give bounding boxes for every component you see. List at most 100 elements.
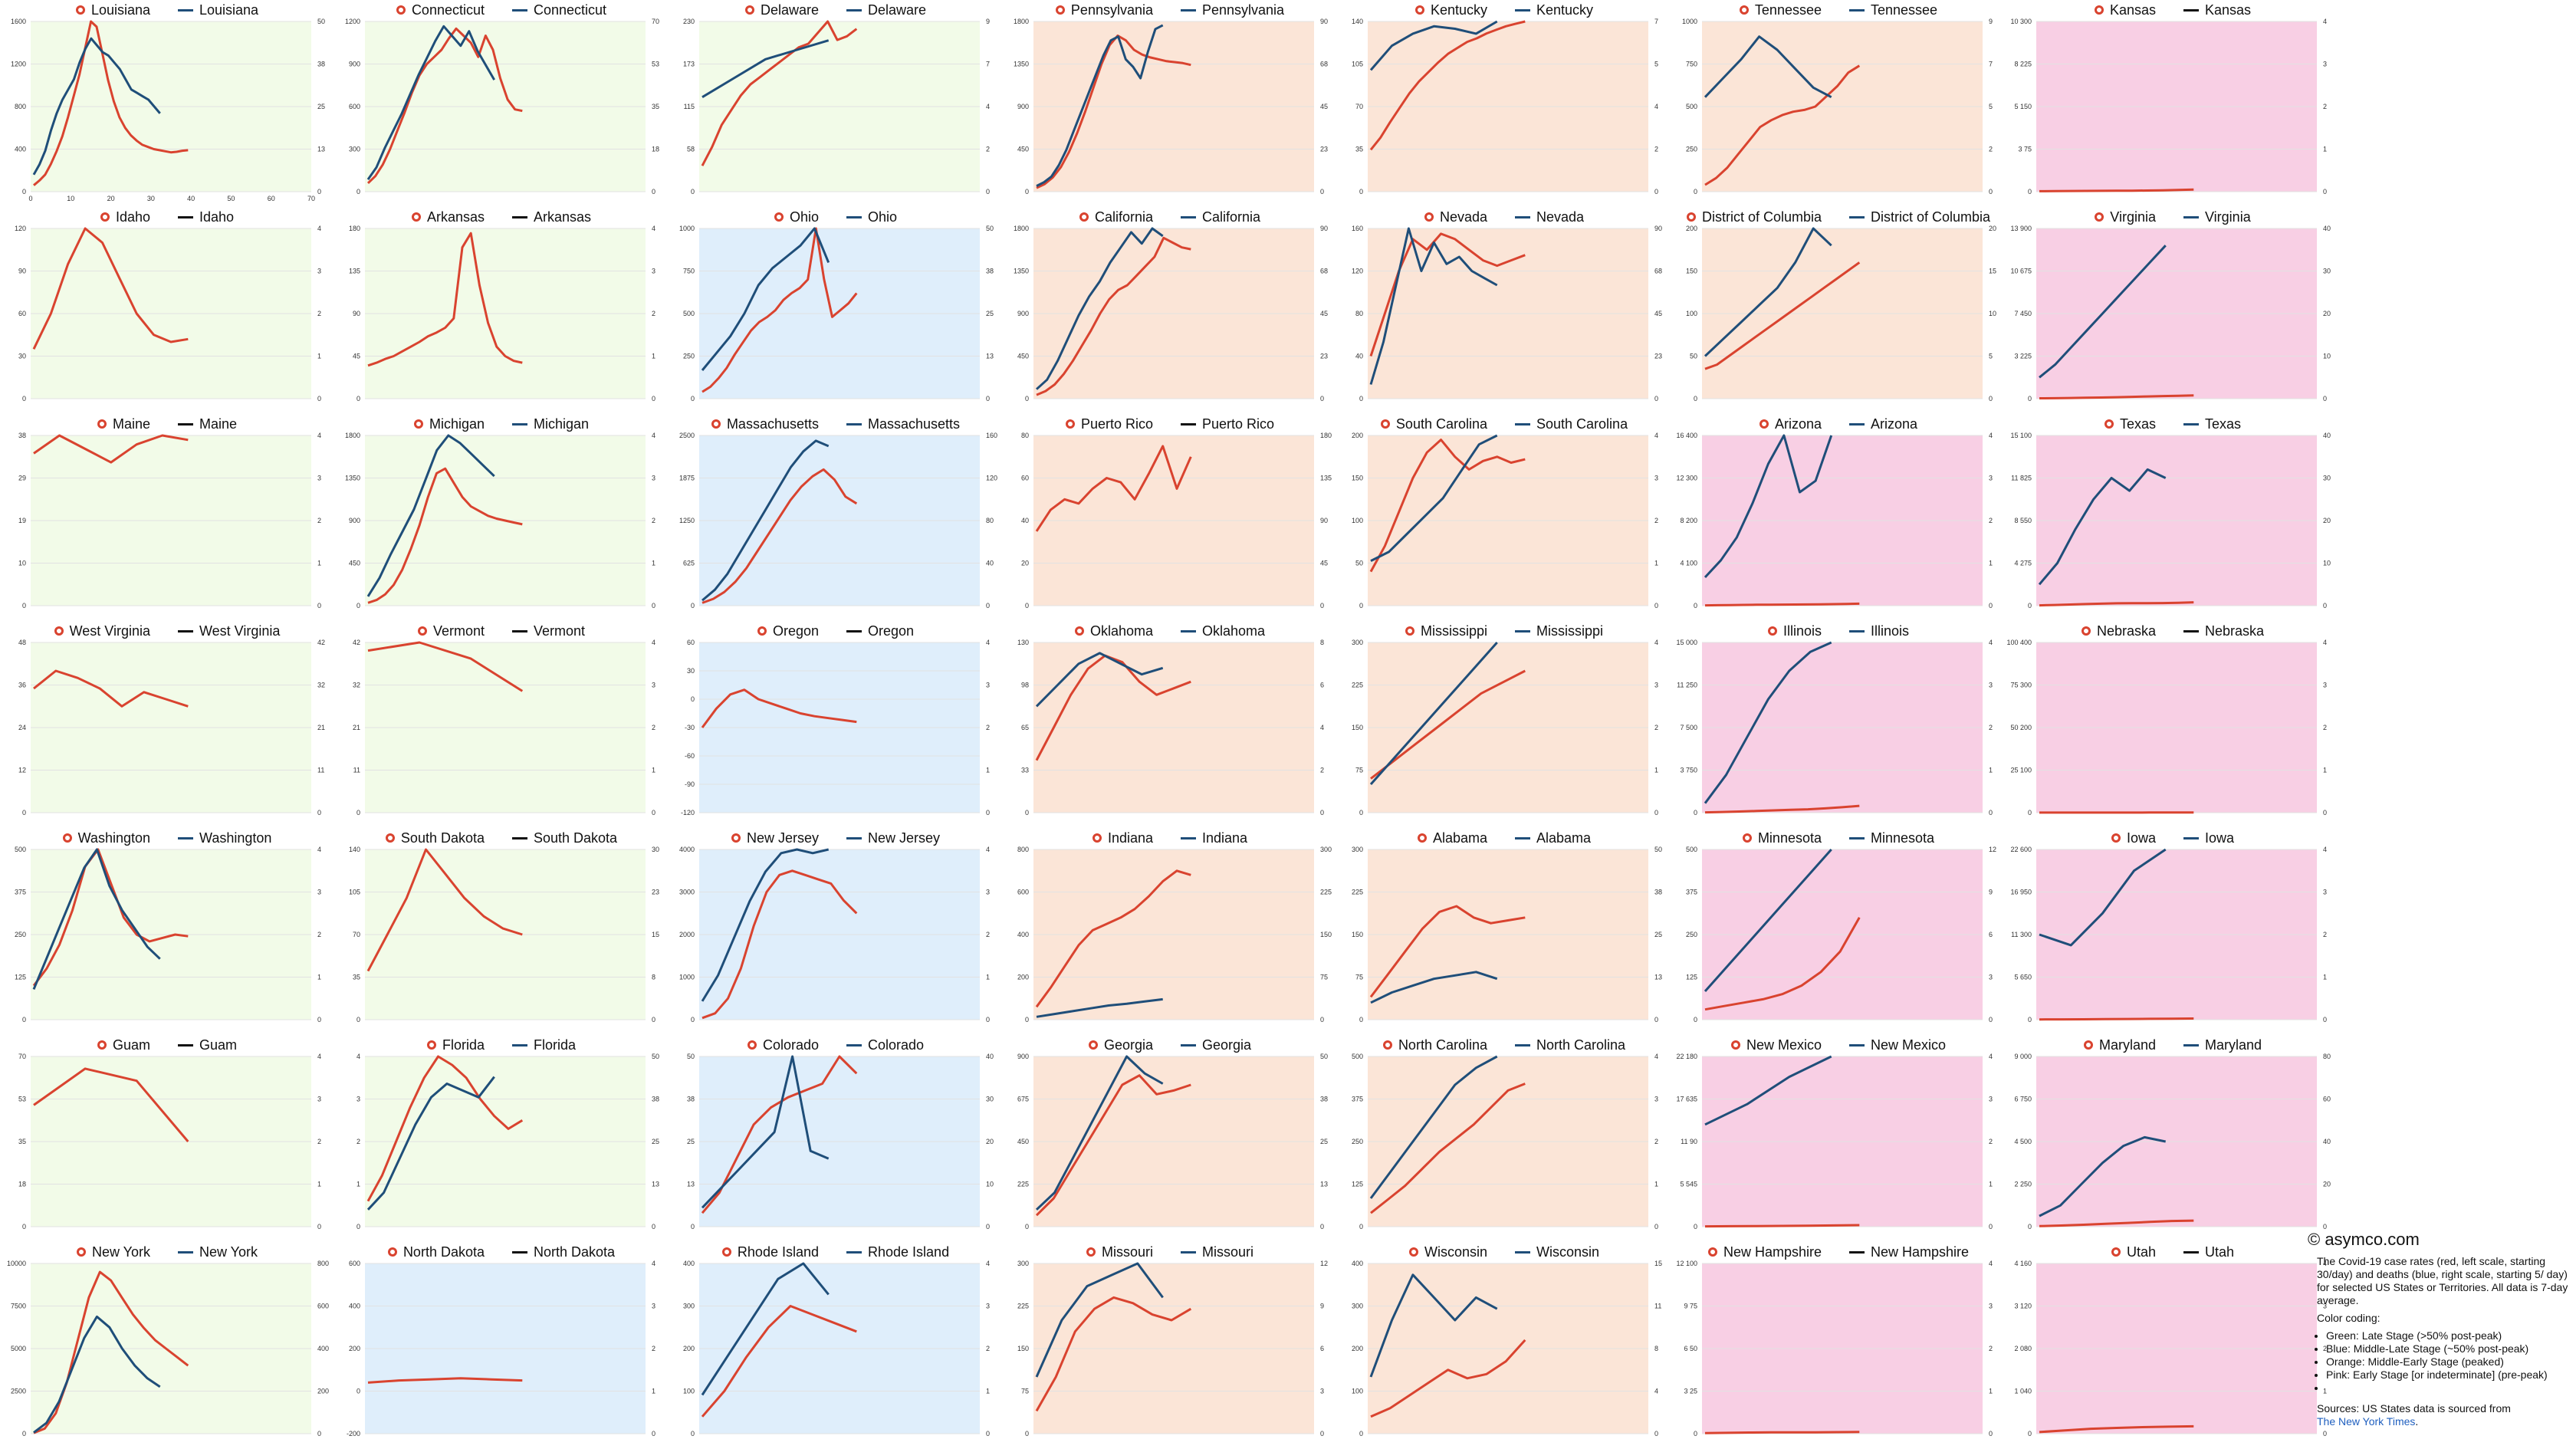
right-tick-label: 38	[1320, 1096, 1328, 1103]
left-tick-label: 3 120	[2014, 1303, 2032, 1310]
right-tick-label: 800	[317, 1260, 329, 1267]
right-tick-label: 9	[1320, 1303, 1324, 1310]
left-tick-label: 60	[18, 310, 26, 317]
left-tick-label: 900	[1017, 1053, 1029, 1060]
left-tick-label: 800	[15, 103, 26, 110]
left-tick-label: 24	[18, 724, 26, 731]
right-tick-label: 68	[1654, 268, 1662, 275]
right-tick-label: 53	[652, 61, 659, 68]
left-tick-label: 17 635	[1676, 1096, 1697, 1103]
left-tick-label: 50	[1690, 353, 1697, 360]
right-tick-label: 160	[986, 432, 997, 439]
left-tick-label: 140	[1352, 18, 1363, 25]
right-tick-label: 1	[1654, 767, 1658, 774]
right-tick-label: 0	[1320, 809, 1324, 816]
left-tick-label: 0	[1359, 1430, 1363, 1438]
right-tick-label: 3	[317, 1096, 321, 1103]
right-tick-label: 2	[2323, 103, 2327, 110]
left-tick-label: 0	[356, 188, 360, 196]
right-tick-label: 225	[1320, 889, 1332, 896]
right-tick-label: 45	[1320, 560, 1328, 567]
right-tick-label: 0	[652, 1016, 656, 1024]
left-tick-label: 2500	[11, 1388, 26, 1395]
cases-line	[1705, 1432, 1859, 1434]
right-tick-label: 45	[1320, 310, 1328, 317]
right-tick-label: 0	[317, 395, 321, 402]
right-tick-label: 0	[2323, 1016, 2327, 1024]
left-tick-label: 0	[1025, 1016, 1029, 1024]
left-tick-label: 5 150	[2014, 103, 2032, 110]
left-tick-label: 30	[687, 667, 695, 675]
left-tick-label: 6 50	[1684, 1345, 1697, 1352]
right-tick-label: 4	[986, 846, 990, 853]
right-tick-label: 3	[317, 889, 321, 896]
left-tick-label: 16 950	[2010, 889, 2032, 896]
right-tick-label: 4	[1989, 1053, 1993, 1060]
left-tick-label: 0	[1359, 1223, 1363, 1230]
right-tick-label: 0	[1989, 1430, 1993, 1438]
right-tick-label: 2	[1989, 517, 1993, 524]
left-tick-label: 500	[15, 846, 26, 853]
left-tick-label: 0	[356, 1223, 360, 1230]
left-tick-label: 0	[356, 809, 360, 816]
left-tick-label: 38	[687, 1096, 695, 1103]
left-tick-label: 11 250	[1677, 682, 1697, 689]
right-tick-label: 12	[1989, 846, 1996, 853]
right-tick-label: 0	[1320, 188, 1324, 196]
left-tick-label: 29	[18, 475, 26, 482]
right-tick-label: 1	[317, 974, 321, 981]
left-tick-label: 8 225	[2014, 61, 2032, 68]
left-tick-label: 0	[1694, 1016, 1697, 1024]
right-tick-label: 3	[1989, 475, 1993, 482]
left-tick-label: 40	[1355, 353, 1363, 360]
left-tick-label: 6 750	[2014, 1096, 2032, 1103]
left-tick-label: 11 300	[2011, 931, 2032, 938]
right-tick-label: 20	[2323, 517, 2331, 524]
left-tick-label: 0	[691, 188, 695, 196]
left-tick-label: 5 545	[1680, 1181, 1697, 1188]
right-tick-label: 38	[317, 61, 325, 68]
right-tick-label: 2	[986, 146, 990, 153]
left-tick-label: 5 650	[2014, 974, 2032, 981]
x-tick-label: 60	[268, 195, 275, 202]
right-tick-label: 0	[1989, 809, 1993, 816]
left-tick-label: 48	[18, 639, 26, 646]
left-tick-label: 0	[1694, 602, 1697, 610]
left-tick-label: 0	[22, 809, 26, 816]
right-tick-label: 13	[317, 146, 325, 153]
right-tick-label: 20	[986, 1138, 994, 1145]
left-tick-label: 3000	[679, 889, 695, 896]
right-tick-label: 4	[1989, 639, 1993, 646]
left-tick-label: 0	[1359, 188, 1363, 196]
sources-link[interactable]: The New York Times	[2317, 1415, 2415, 1428]
left-tick-label: 13 900	[2010, 225, 2032, 232]
left-tick-label: 13	[687, 1181, 695, 1188]
right-tick-label: 3	[986, 889, 990, 896]
left-tick-label: 75	[1021, 1388, 1029, 1395]
left-tick-label: 0	[1359, 602, 1363, 610]
right-tick-label: 2	[986, 931, 990, 938]
left-tick-label: 1	[356, 1181, 360, 1188]
left-tick-label: 0	[691, 695, 695, 703]
right-tick-label: 68	[1320, 61, 1328, 68]
right-tick-label: 0	[986, 395, 990, 402]
left-tick-label: 450	[349, 560, 360, 567]
left-tick-label: 400	[1017, 931, 1029, 938]
right-tick-label: 3	[1654, 475, 1658, 482]
left-tick-label: 375	[1686, 889, 1697, 896]
left-tick-label: 105	[1352, 61, 1363, 68]
right-tick-label: 3	[652, 268, 656, 275]
right-tick-label: 30	[2323, 475, 2331, 482]
description-text: The Covid-19 case rates (red, left scale…	[2308, 1255, 2568, 1307]
right-tick-label: 7	[1654, 18, 1658, 25]
